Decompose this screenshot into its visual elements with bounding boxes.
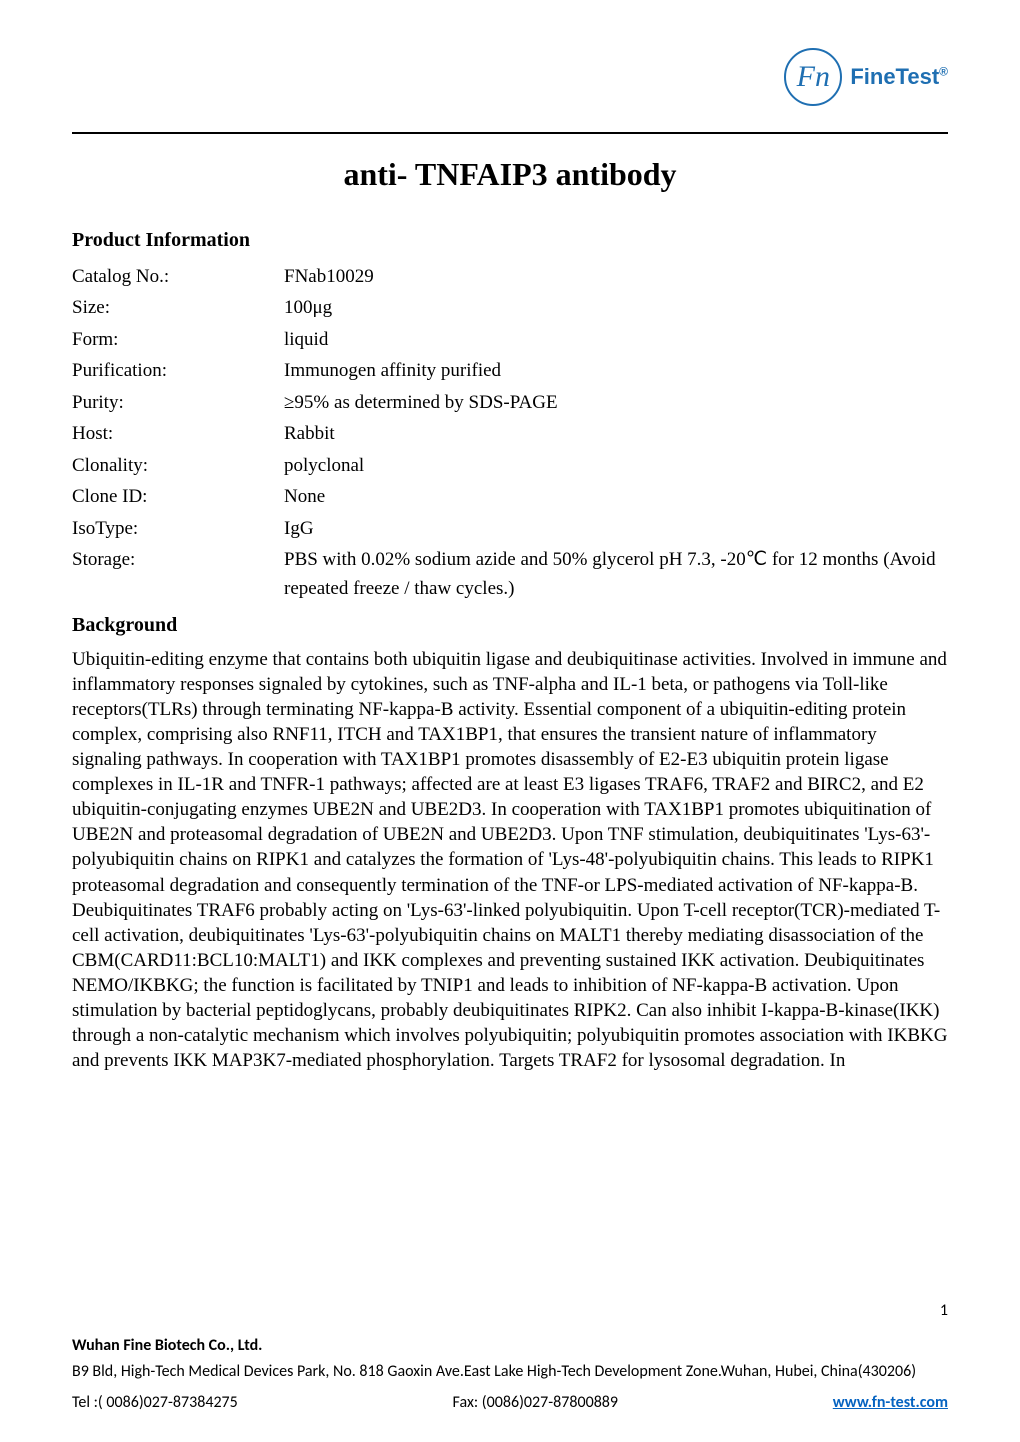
info-value-storage: PBS with 0.02% sodium azide and 50% glyc… bbox=[284, 545, 948, 604]
info-row: Catalog No.: FNab10029 bbox=[72, 262, 948, 291]
info-value-clonality: polyclonal bbox=[284, 451, 948, 480]
info-row: Clonality: polyclonal bbox=[72, 451, 948, 480]
info-label-cloneid: Clone ID: bbox=[72, 482, 284, 511]
header-rule bbox=[72, 132, 948, 134]
info-value-purification: Immunogen affinity purified bbox=[284, 356, 948, 385]
footer-tel: Tel :( 0086)027-87384275 bbox=[72, 1393, 238, 1412]
info-label-isotype: IsoType: bbox=[72, 514, 284, 543]
footer-contact-row: Tel :( 0086)027-87384275 Fax: (0086)027-… bbox=[72, 1393, 948, 1412]
background-body: Ubiquitin-editing enzyme that contains b… bbox=[72, 647, 948, 1073]
info-row: IsoType: IgG bbox=[72, 514, 948, 543]
info-value-catalog: FNab10029 bbox=[284, 262, 948, 291]
info-row: Form: liquid bbox=[72, 325, 948, 354]
info-label-size: Size: bbox=[72, 293, 284, 322]
background-heading: Background bbox=[72, 614, 948, 637]
footer-website-link[interactable]: www.fn-test.com bbox=[833, 1393, 948, 1412]
logo-monogram: Fn bbox=[797, 62, 830, 92]
brand-logo: Fn FineTest® bbox=[784, 48, 948, 106]
info-label-purification: Purification: bbox=[72, 356, 284, 385]
footer: Wuhan Fine Biotech Co., Ltd. B9 Bld, Hig… bbox=[72, 1336, 948, 1412]
footer-address: B9 Bld, High-Tech Medical Devices Park, … bbox=[72, 1361, 948, 1383]
info-value-size: 100μg bbox=[284, 293, 948, 322]
info-row: Size: 100μg bbox=[72, 293, 948, 322]
info-row: Storage: PBS with 0.02% sodium azide and… bbox=[72, 545, 948, 604]
document-title: anti- TNFAIP3 antibody bbox=[72, 156, 948, 193]
info-label-storage: Storage: bbox=[72, 545, 284, 604]
product-info-heading: Product Information bbox=[72, 229, 948, 252]
info-label-form: Form: bbox=[72, 325, 284, 354]
info-label-catalog: Catalog No.: bbox=[72, 262, 284, 291]
info-value-host: Rabbit bbox=[284, 419, 948, 448]
page-number: 1 bbox=[940, 1301, 948, 1320]
logo-registered: ® bbox=[939, 65, 948, 79]
logo-brand: FineTest bbox=[850, 64, 939, 89]
info-row: Purity: ≥95% as determined by SDS-PAGE bbox=[72, 388, 948, 417]
info-label-clonality: Clonality: bbox=[72, 451, 284, 480]
info-row: Purification: Immunogen affinity purifie… bbox=[72, 356, 948, 385]
info-value-cloneid: None bbox=[284, 482, 948, 511]
info-label-host: Host: bbox=[72, 419, 284, 448]
info-value-isotype: IgG bbox=[284, 514, 948, 543]
info-value-purity: ≥95% as determined by SDS-PAGE bbox=[284, 388, 948, 417]
info-label-purity: Purity: bbox=[72, 388, 284, 417]
footer-company: Wuhan Fine Biotech Co., Ltd. bbox=[72, 1336, 948, 1355]
info-value-form: liquid bbox=[284, 325, 948, 354]
logo-circle: Fn bbox=[784, 48, 842, 106]
logo-brand-text: FineTest® bbox=[850, 64, 948, 90]
info-row: Clone ID: None bbox=[72, 482, 948, 511]
info-row: Host: Rabbit bbox=[72, 419, 948, 448]
footer-fax: Fax: (0086)027-87800889 bbox=[453, 1393, 619, 1412]
